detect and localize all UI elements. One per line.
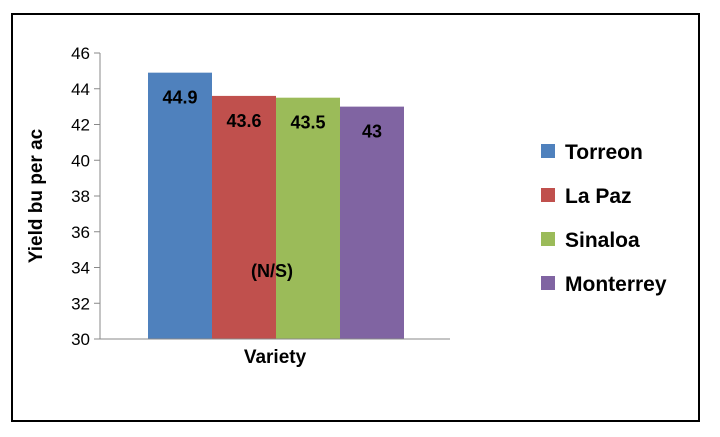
significance-annotation: (N/S) xyxy=(251,261,293,281)
legend-swatch-sinaloa xyxy=(541,232,555,246)
data-label-la-paz: 43.6 xyxy=(226,111,261,131)
data-label-monterrey: 43 xyxy=(362,122,382,142)
axes xyxy=(99,53,450,340)
legend-swatch-torreon xyxy=(541,144,555,158)
legend-label-monterrey: Monterrey xyxy=(565,273,667,296)
bar-monterrey xyxy=(340,106,404,339)
legend-swatch-monterrey xyxy=(541,276,555,290)
y-tick-label: 42 xyxy=(71,116,90,135)
data-label-torreon: 44.9 xyxy=(162,88,197,108)
bar-la-paz xyxy=(212,95,276,340)
legend: Torreon La Paz Sinaloa Monterrey xyxy=(541,141,667,296)
y-tick-label: 38 xyxy=(71,187,90,206)
data-labels: 44.9 43.6 43.5 43 xyxy=(162,88,382,142)
y-axis-ticks: 30 32 34 36 38 40 42 44 46 xyxy=(71,44,100,349)
y-tick-label: 34 xyxy=(71,259,90,278)
bar-torreon xyxy=(148,72,212,339)
y-tick-label: 44 xyxy=(71,80,90,99)
y-tick-label: 40 xyxy=(71,151,90,170)
y-tick-label: 32 xyxy=(71,294,90,313)
y-tick-label: 36 xyxy=(71,223,90,242)
legend-label-la-paz: La Paz xyxy=(565,185,632,208)
legend-swatch-la-paz xyxy=(541,188,555,202)
bar-sinaloa xyxy=(276,97,340,339)
y-tick-label: 46 xyxy=(71,44,90,63)
bars xyxy=(148,72,404,340)
x-axis-title: Variety xyxy=(244,347,307,368)
legend-label-torreon: Torreon xyxy=(565,141,643,164)
legend-label-sinaloa: Sinaloa xyxy=(565,229,640,252)
y-tick-label: 30 xyxy=(71,330,90,349)
y-axis-title: Yield bu per ac xyxy=(26,128,47,263)
data-label-sinaloa: 43.5 xyxy=(290,113,325,133)
